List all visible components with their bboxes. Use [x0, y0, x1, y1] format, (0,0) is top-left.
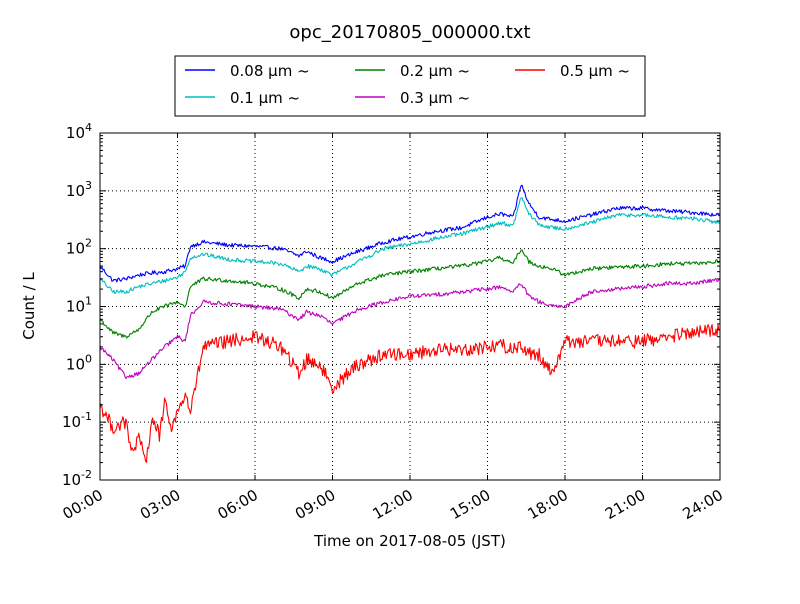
legend-label: 0.2 μm ~	[400, 62, 470, 80]
y-tick-label: 101	[66, 295, 92, 316]
grid	[100, 133, 720, 480]
legend-label: 0.3 μm ~	[400, 89, 470, 107]
series-line	[99, 277, 721, 380]
series-line	[99, 197, 721, 295]
series-line	[99, 249, 721, 339]
y-tick-label: 104	[66, 121, 92, 142]
series-line	[99, 324, 721, 463]
y-tick-label: 102	[66, 237, 92, 258]
series-line	[99, 184, 721, 283]
legend-frame	[174, 55, 646, 117]
x-axis-label: Time on 2017-08-05 (JST)	[313, 532, 506, 550]
legend-label: 0.5 μm ~	[560, 62, 630, 80]
y-axis-label: Count / L	[20, 272, 38, 340]
series-layer	[99, 184, 721, 463]
y-tick-label: 10-1	[62, 410, 92, 431]
y-tick-label: 100	[66, 352, 92, 373]
legend-label: 0.1 μm ~	[230, 89, 300, 107]
y-tick-label: 103	[66, 179, 92, 200]
legend: 0.08 μm ~ 0.1 μm ~ 0.2 μm ~ 0.3 μm ~ 0.5 μm …	[174, 55, 646, 117]
legend-label: 0.08 μm ~	[230, 62, 310, 80]
y-tick-label: 10-2	[62, 468, 92, 489]
chart-title: opc_20170805_000000.txt	[289, 22, 530, 43]
